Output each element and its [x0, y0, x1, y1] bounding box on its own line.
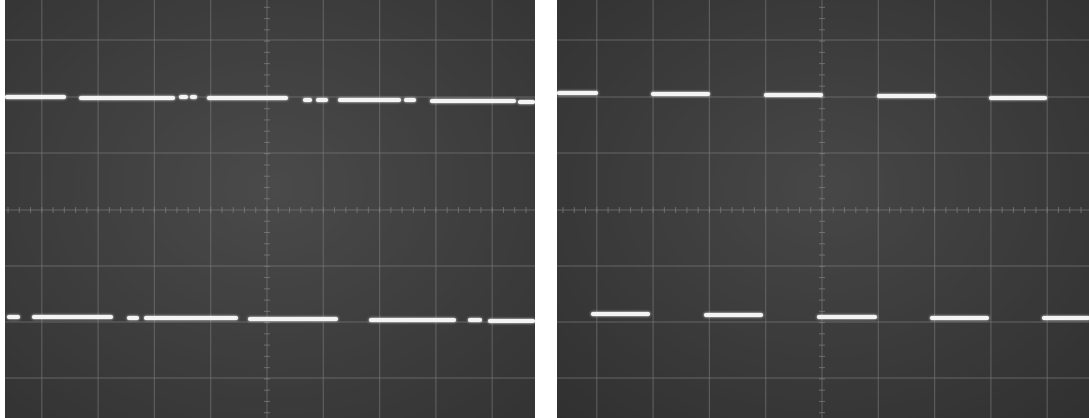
oscilloscope-photos	[0, 0, 1089, 418]
right-screen	[557, 0, 1089, 418]
page: (() => { const svg = document.getElement…	[0, 0, 1089, 418]
left-screen	[5, 0, 535, 418]
